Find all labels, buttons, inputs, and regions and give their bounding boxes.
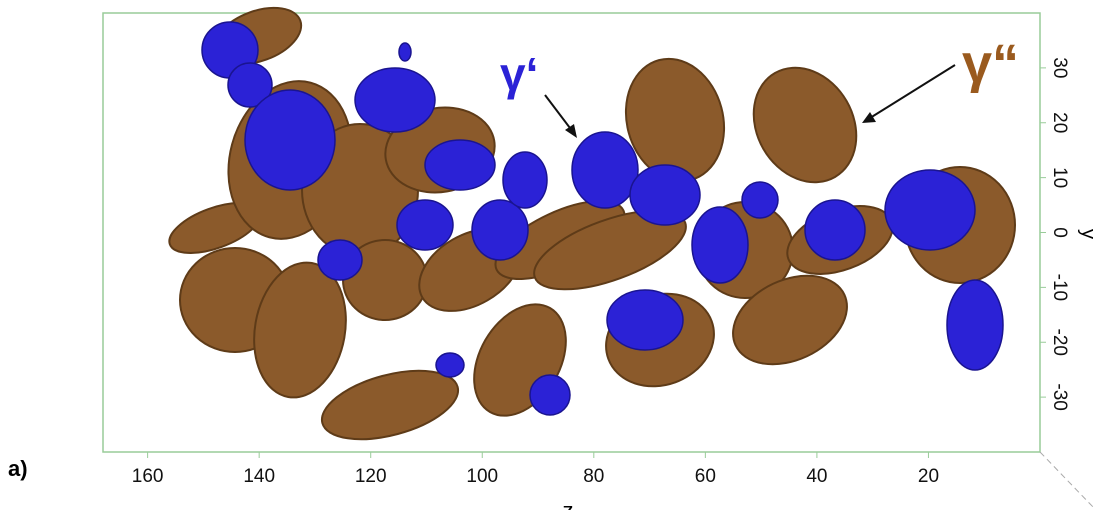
precipitate	[529, 374, 571, 416]
annotation: γ“	[962, 34, 1019, 94]
arrow	[544, 94, 574, 133]
precipitate	[317, 239, 363, 281]
precipitate	[946, 279, 1004, 371]
arrowhead	[565, 124, 577, 138]
y-tick-label: 0	[1049, 227, 1070, 238]
precipitate	[804, 199, 866, 261]
panel-label: a)	[8, 456, 28, 481]
y-tick-label: -10	[1049, 274, 1070, 301]
annotation: γ‘	[500, 48, 538, 100]
precipitate	[435, 352, 465, 378]
x-tick-label: 40	[806, 466, 827, 487]
precipitate	[533, 209, 687, 291]
rendering	[102, 6, 1094, 509]
axis-edge	[1039, 451, 1094, 509]
y-tick-label: -30	[1049, 383, 1070, 410]
precipitate	[398, 42, 412, 62]
x-axis-label: z	[563, 498, 574, 510]
precipitate	[354, 67, 436, 133]
x-tick-label: 60	[695, 466, 716, 487]
precipitate	[471, 199, 529, 261]
precipitate	[253, 261, 347, 399]
precipitate	[606, 289, 684, 351]
y-tick-label: 10	[1049, 167, 1070, 188]
arrow	[869, 64, 956, 119]
precipitate	[244, 89, 336, 191]
precipitate	[884, 169, 976, 251]
precipitate	[396, 199, 454, 251]
y-axis-label: y	[1077, 229, 1094, 239]
precipitate	[629, 164, 701, 226]
x-tick-label: 160	[132, 466, 164, 487]
x-tick-label: 140	[243, 466, 275, 487]
precipitate	[691, 206, 749, 284]
y-tick-label: -20	[1049, 329, 1070, 356]
x-tick-label: 20	[918, 466, 939, 487]
precipitate	[741, 181, 779, 219]
precipitate	[571, 131, 639, 209]
precipitate	[227, 62, 273, 108]
x-tick-label: 100	[466, 466, 498, 487]
arrowhead	[862, 112, 876, 123]
y-tick-label: 30	[1049, 57, 1070, 78]
x-tick-label: 80	[583, 466, 604, 487]
precipitate	[732, 274, 848, 366]
precipitate	[320, 369, 460, 441]
precipitate	[502, 151, 548, 209]
precipitate	[424, 139, 496, 191]
y-tick-label: 20	[1049, 112, 1070, 133]
precipitate	[752, 66, 858, 184]
x-tick-label: 120	[355, 466, 387, 487]
